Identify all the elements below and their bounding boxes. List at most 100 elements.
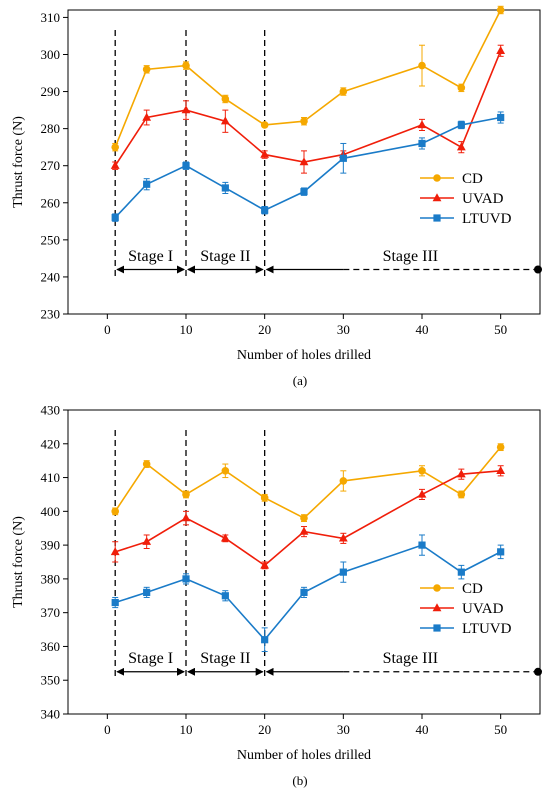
plot-frame xyxy=(67,409,541,715)
data-point xyxy=(496,466,506,474)
data-point xyxy=(417,120,427,129)
data-point xyxy=(432,603,442,612)
x-tick-label: 0 xyxy=(104,322,111,337)
data-point xyxy=(111,214,119,222)
data-point xyxy=(142,65,151,74)
series-uvad xyxy=(110,465,506,570)
data-point xyxy=(299,157,309,166)
data-point xyxy=(221,184,229,192)
data-point xyxy=(338,533,348,542)
data-point xyxy=(143,180,151,188)
x-tick-label: 20 xyxy=(258,322,271,337)
data-point xyxy=(182,162,190,170)
series-line xyxy=(114,544,502,641)
stage-label: Stage III xyxy=(383,650,439,667)
y-tick-label: 380 xyxy=(41,571,61,586)
x-tick-label: 30 xyxy=(337,722,350,737)
data-point xyxy=(181,105,191,114)
series-line xyxy=(114,446,502,520)
y-tick-label: 390 xyxy=(41,538,61,553)
y-tick-label: 260 xyxy=(41,195,61,210)
series-ltuvd xyxy=(111,111,505,222)
panel-label: (b) xyxy=(292,773,307,788)
x-tick-label: 20 xyxy=(258,722,271,737)
data-point xyxy=(418,541,426,549)
data-point xyxy=(260,560,270,569)
y-axis-label: Thrust force (N) xyxy=(11,516,26,608)
stage-label: Stage III xyxy=(383,248,439,265)
data-point xyxy=(260,121,269,129)
legend-entry: CD xyxy=(420,171,483,187)
series-line xyxy=(114,470,501,567)
data-point xyxy=(220,533,230,542)
data-point xyxy=(110,547,120,556)
series-ltuvd xyxy=(111,534,505,653)
legend-label: UVAD xyxy=(462,191,504,207)
x-tick-label: 40 xyxy=(416,722,429,737)
y-tick-label: 350 xyxy=(41,673,61,688)
data-point xyxy=(260,149,270,158)
y-tick-label: 420 xyxy=(41,436,61,451)
data-point xyxy=(143,588,151,596)
x-tick-label: 50 xyxy=(494,322,507,337)
y-tick-label: 340 xyxy=(41,707,61,722)
data-point xyxy=(299,526,309,535)
data-point xyxy=(300,588,308,596)
data-point xyxy=(182,575,190,583)
data-point xyxy=(142,460,151,468)
data-point xyxy=(418,467,426,475)
data-point xyxy=(221,467,230,475)
data-point xyxy=(300,117,308,126)
y-tick-label: 230 xyxy=(41,307,61,322)
x-tick-label: 30 xyxy=(337,322,350,337)
data-point xyxy=(111,507,119,516)
data-point xyxy=(300,188,308,196)
y-tick-label: 370 xyxy=(41,605,61,620)
data-point xyxy=(182,61,190,70)
data-point xyxy=(261,636,269,644)
data-point xyxy=(339,87,348,96)
legend-label: CD xyxy=(462,171,483,187)
y-tick-label: 240 xyxy=(41,269,61,284)
y-tick-label: 300 xyxy=(41,47,61,62)
chart-panel-a: 0 10 20 30 40 50 230 240 250 260 270 280 290 300 310 Nu… xyxy=(11,5,542,388)
stage-label: Stage II xyxy=(200,650,250,667)
data-point xyxy=(418,139,426,148)
stage-label: Stage II xyxy=(200,248,250,265)
y-tick-label: 400 xyxy=(41,504,61,519)
series-uvad xyxy=(110,44,506,174)
data-point xyxy=(433,624,441,632)
data-point xyxy=(339,477,348,485)
chart-panel-b: 0 10 20 30 40 50 340 350 360 370 380 390 400 410 420 43… xyxy=(11,403,542,788)
data-point xyxy=(142,112,152,121)
data-point xyxy=(417,489,427,498)
x-tick-label: 10 xyxy=(180,322,193,337)
data-point xyxy=(111,598,119,607)
x-axis-label: Number of holes drilled xyxy=(237,748,371,763)
data-point xyxy=(182,490,190,499)
legend-label: LTUVD xyxy=(462,211,512,227)
data-point xyxy=(260,494,269,502)
x-tick-label: 0 xyxy=(104,722,111,737)
data-point xyxy=(432,193,442,202)
stage-arrow-endpoint xyxy=(534,265,542,274)
y-tick-label: 430 xyxy=(41,403,61,418)
x-tick-label: 50 xyxy=(494,722,507,737)
x-tick-label: 10 xyxy=(180,722,193,737)
y-tick-label: 270 xyxy=(41,158,61,173)
y-tick-label: 250 xyxy=(41,232,61,247)
x-axis-label: Number of holes drilled xyxy=(237,348,371,363)
data-point xyxy=(433,584,441,592)
data-point xyxy=(111,143,119,151)
legend-label: CD xyxy=(462,581,483,597)
series-line xyxy=(114,116,501,219)
data-point xyxy=(497,113,505,122)
series-line xyxy=(114,50,502,167)
data-point xyxy=(418,61,426,70)
data-point xyxy=(457,121,465,129)
y-tick-label: 360 xyxy=(41,639,61,654)
data-point xyxy=(142,536,152,545)
stage-label: Stage I xyxy=(128,650,173,667)
series-cd xyxy=(111,443,505,522)
panel-label: (a) xyxy=(293,373,307,388)
